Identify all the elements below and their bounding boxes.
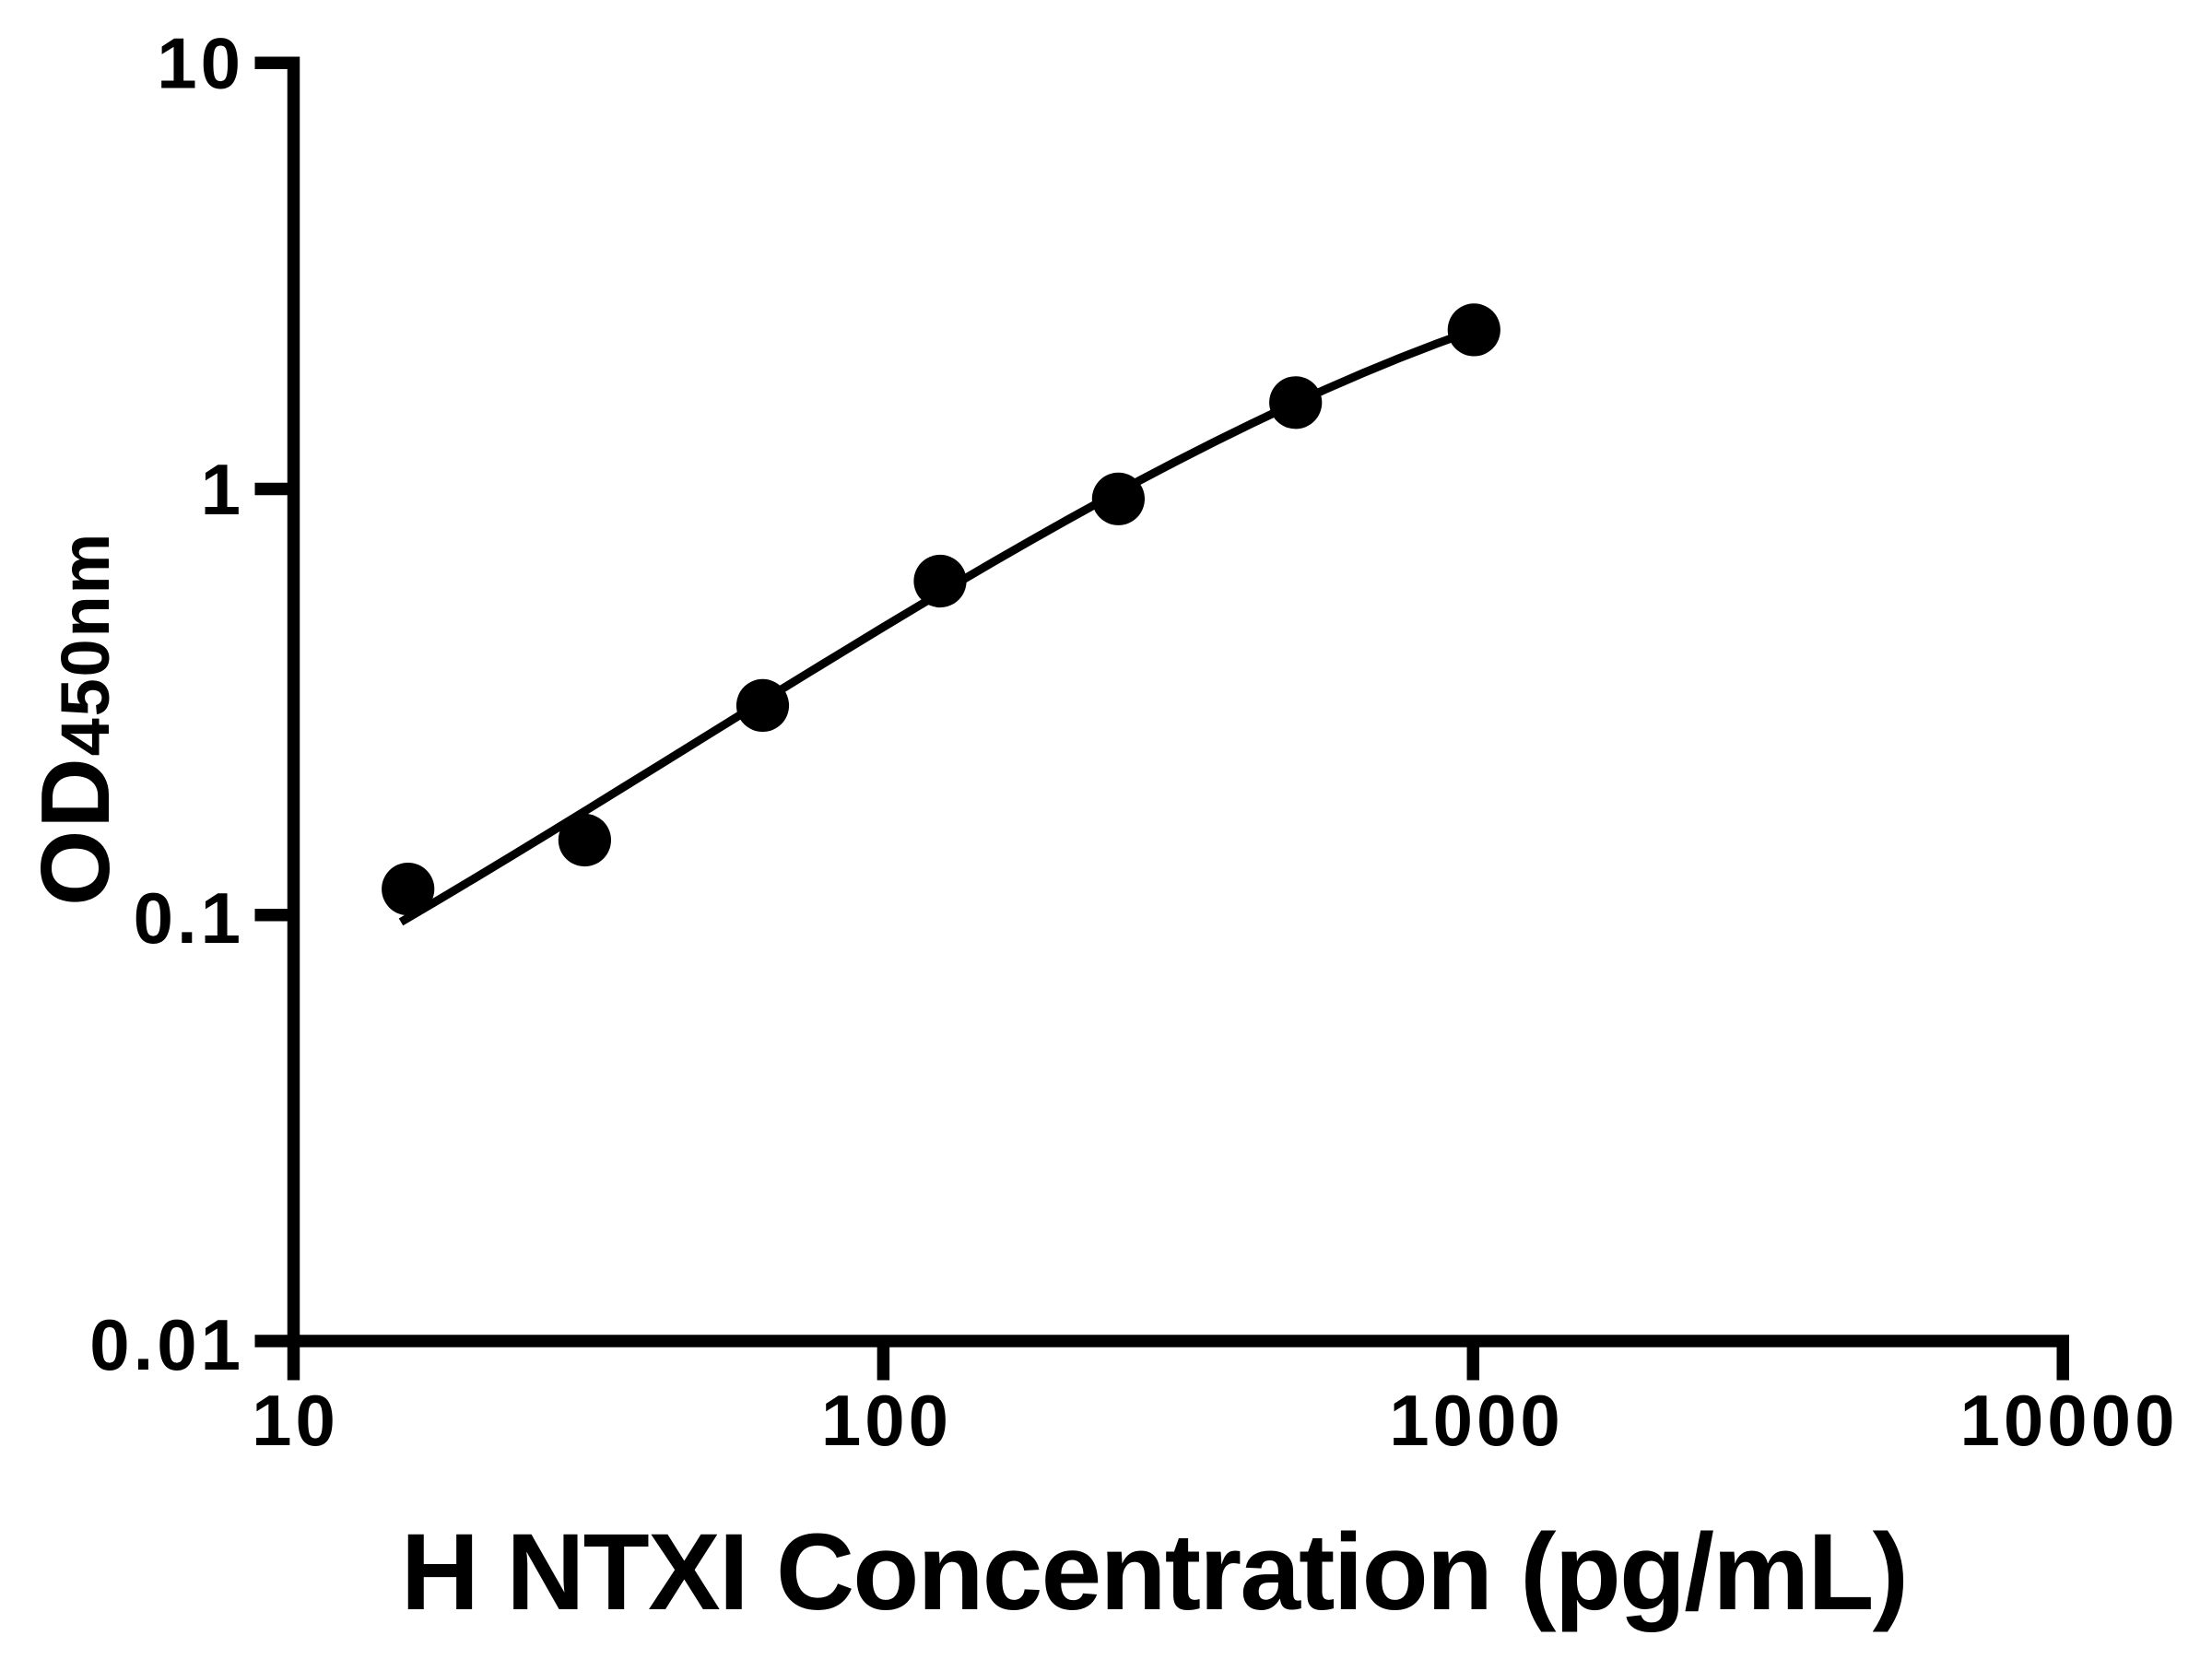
svg-text:10: 10 <box>157 23 244 104</box>
svg-text:0.1: 0.1 <box>134 877 244 959</box>
svg-text:0.01: 0.01 <box>89 1304 244 1385</box>
svg-text:100: 100 <box>821 1380 952 1461</box>
svg-text:10: 10 <box>252 1380 339 1461</box>
svg-text:1: 1 <box>201 449 244 530</box>
svg-text:H NTXI Concentration (pg/mL): H NTXI Concentration (pg/mL) <box>401 1512 1907 1633</box>
svg-text:1000: 1000 <box>1389 1380 1564 1461</box>
svg-text:10000: 10000 <box>1960 1380 2179 1461</box>
